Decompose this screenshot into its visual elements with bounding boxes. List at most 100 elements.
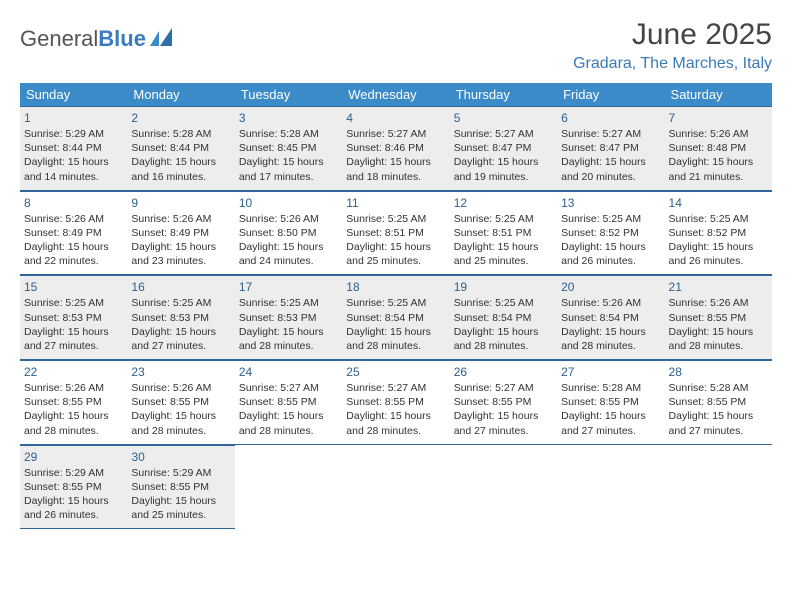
daylight-line: Daylight: 15 hours and 26 minutes.: [669, 240, 768, 268]
dayhead-saturday: Saturday: [665, 83, 772, 106]
sunrise-line: Sunrise: 5:25 AM: [454, 212, 553, 226]
day-number: 7: [669, 111, 768, 125]
daylight-line: Daylight: 15 hours and 14 minutes.: [24, 155, 123, 183]
sunset-line: Sunset: 8:54 PM: [346, 311, 445, 325]
sunset-line: Sunset: 8:53 PM: [131, 311, 230, 325]
sunset-line: Sunset: 8:55 PM: [239, 395, 338, 409]
sunset-line: Sunset: 8:49 PM: [131, 226, 230, 240]
day-cell: 16Sunrise: 5:25 AMSunset: 8:53 PMDayligh…: [127, 275, 234, 360]
day-cell: 28Sunrise: 5:28 AMSunset: 8:55 PMDayligh…: [665, 360, 772, 445]
daylight-line: Daylight: 15 hours and 17 minutes.: [239, 155, 338, 183]
day-number: 25: [346, 365, 445, 379]
day-info: Sunrise: 5:26 AMSunset: 8:55 PMDaylight:…: [24, 381, 123, 438]
sunrise-line: Sunrise: 5:25 AM: [561, 212, 660, 226]
sunrise-line: Sunrise: 5:26 AM: [669, 127, 768, 141]
day-content: 6Sunrise: 5:27 AMSunset: 8:47 PMDaylight…: [557, 106, 664, 191]
day-info: Sunrise: 5:29 AMSunset: 8:55 PMDaylight:…: [24, 466, 123, 523]
day-content: 27Sunrise: 5:28 AMSunset: 8:55 PMDayligh…: [557, 360, 664, 445]
day-number: 12: [454, 196, 553, 210]
day-cell: [557, 445, 664, 530]
sunset-line: Sunset: 8:52 PM: [669, 226, 768, 240]
daylight-line: Daylight: 15 hours and 28 minutes.: [131, 409, 230, 437]
dayhead-tuesday: Tuesday: [235, 83, 342, 106]
day-cell: [235, 445, 342, 530]
daylight-line: Daylight: 15 hours and 28 minutes.: [669, 325, 768, 353]
day-content: 9Sunrise: 5:26 AMSunset: 8:49 PMDaylight…: [127, 191, 234, 276]
empty-cell: [342, 445, 449, 529]
day-info: Sunrise: 5:27 AMSunset: 8:46 PMDaylight:…: [346, 127, 445, 184]
day-content: 26Sunrise: 5:27 AMSunset: 8:55 PMDayligh…: [450, 360, 557, 445]
day-cell: 22Sunrise: 5:26 AMSunset: 8:55 PMDayligh…: [20, 360, 127, 445]
day-content: 22Sunrise: 5:26 AMSunset: 8:55 PMDayligh…: [20, 360, 127, 445]
calendar-body: 1Sunrise: 5:29 AMSunset: 8:44 PMDaylight…: [20, 106, 772, 529]
sunset-line: Sunset: 8:55 PM: [24, 395, 123, 409]
day-cell: 20Sunrise: 5:26 AMSunset: 8:54 PMDayligh…: [557, 275, 664, 360]
daylight-line: Daylight: 15 hours and 28 minutes.: [561, 325, 660, 353]
day-cell: 14Sunrise: 5:25 AMSunset: 8:52 PMDayligh…: [665, 191, 772, 276]
daylight-line: Daylight: 15 hours and 16 minutes.: [131, 155, 230, 183]
calendar-page: GeneralBlue June 2025 Gradara, The March…: [0, 0, 792, 612]
daylight-line: Daylight: 15 hours and 19 minutes.: [454, 155, 553, 183]
day-content: 4Sunrise: 5:27 AMSunset: 8:46 PMDaylight…: [342, 106, 449, 191]
day-number: 17: [239, 280, 338, 294]
day-number: 10: [239, 196, 338, 210]
day-info: Sunrise: 5:25 AMSunset: 8:53 PMDaylight:…: [24, 296, 123, 353]
sunset-line: Sunset: 8:55 PM: [669, 311, 768, 325]
day-content: 25Sunrise: 5:27 AMSunset: 8:55 PMDayligh…: [342, 360, 449, 445]
day-content: 19Sunrise: 5:25 AMSunset: 8:54 PMDayligh…: [450, 275, 557, 360]
sunset-line: Sunset: 8:54 PM: [561, 311, 660, 325]
daylight-line: Daylight: 15 hours and 20 minutes.: [561, 155, 660, 183]
day-cell: [342, 445, 449, 530]
day-info: Sunrise: 5:25 AMSunset: 8:54 PMDaylight:…: [454, 296, 553, 353]
day-content: 21Sunrise: 5:26 AMSunset: 8:55 PMDayligh…: [665, 275, 772, 360]
daylight-line: Daylight: 15 hours and 26 minutes.: [24, 494, 123, 522]
daylight-line: Daylight: 15 hours and 18 minutes.: [346, 155, 445, 183]
day-info: Sunrise: 5:28 AMSunset: 8:45 PMDaylight:…: [239, 127, 338, 184]
daylight-line: Daylight: 15 hours and 27 minutes.: [669, 409, 768, 437]
sunset-line: Sunset: 8:55 PM: [131, 395, 230, 409]
sunrise-line: Sunrise: 5:27 AM: [454, 381, 553, 395]
logo-mark-icon: [150, 26, 176, 52]
sunrise-line: Sunrise: 5:25 AM: [346, 212, 445, 226]
sunrise-line: Sunrise: 5:27 AM: [346, 381, 445, 395]
day-info: Sunrise: 5:27 AMSunset: 8:55 PMDaylight:…: [454, 381, 553, 438]
day-info: Sunrise: 5:25 AMSunset: 8:54 PMDaylight:…: [346, 296, 445, 353]
daylight-line: Daylight: 15 hours and 27 minutes.: [454, 409, 553, 437]
day-content: 14Sunrise: 5:25 AMSunset: 8:52 PMDayligh…: [665, 191, 772, 276]
day-content: 29Sunrise: 5:29 AMSunset: 8:55 PMDayligh…: [20, 445, 127, 530]
sunrise-line: Sunrise: 5:29 AM: [131, 466, 230, 480]
sunrise-line: Sunrise: 5:25 AM: [346, 296, 445, 310]
dayhead-sunday: Sunday: [20, 83, 127, 106]
day-info: Sunrise: 5:25 AMSunset: 8:53 PMDaylight:…: [131, 296, 230, 353]
daylight-line: Daylight: 15 hours and 28 minutes.: [239, 325, 338, 353]
day-cell: 6Sunrise: 5:27 AMSunset: 8:47 PMDaylight…: [557, 106, 664, 191]
sunrise-line: Sunrise: 5:29 AM: [24, 127, 123, 141]
day-cell: 19Sunrise: 5:25 AMSunset: 8:54 PMDayligh…: [450, 275, 557, 360]
sunset-line: Sunset: 8:51 PM: [346, 226, 445, 240]
day-info: Sunrise: 5:26 AMSunset: 8:55 PMDaylight:…: [669, 296, 768, 353]
day-content: 7Sunrise: 5:26 AMSunset: 8:48 PMDaylight…: [665, 106, 772, 191]
calendar-table: Sunday Monday Tuesday Wednesday Thursday…: [20, 83, 772, 529]
page-header: GeneralBlue June 2025 Gradara, The March…: [20, 18, 772, 73]
dayhead-thursday: Thursday: [450, 83, 557, 106]
day-content: 16Sunrise: 5:25 AMSunset: 8:53 PMDayligh…: [127, 275, 234, 360]
day-number: 27: [561, 365, 660, 379]
sunrise-line: Sunrise: 5:28 AM: [561, 381, 660, 395]
day-cell: 15Sunrise: 5:25 AMSunset: 8:53 PMDayligh…: [20, 275, 127, 360]
day-cell: 7Sunrise: 5:26 AMSunset: 8:48 PMDaylight…: [665, 106, 772, 191]
sunrise-line: Sunrise: 5:25 AM: [131, 296, 230, 310]
day-number: 3: [239, 111, 338, 125]
location-label: Gradara, The Marches, Italy: [573, 55, 772, 73]
sunset-line: Sunset: 8:52 PM: [561, 226, 660, 240]
day-info: Sunrise: 5:26 AMSunset: 8:50 PMDaylight:…: [239, 212, 338, 269]
daylight-line: Daylight: 15 hours and 23 minutes.: [131, 240, 230, 268]
sunset-line: Sunset: 8:48 PM: [669, 141, 768, 155]
day-content: 28Sunrise: 5:28 AMSunset: 8:55 PMDayligh…: [665, 360, 772, 445]
sunrise-line: Sunrise: 5:26 AM: [131, 212, 230, 226]
day-cell: 13Sunrise: 5:25 AMSunset: 8:52 PMDayligh…: [557, 191, 664, 276]
day-content: 2Sunrise: 5:28 AMSunset: 8:44 PMDaylight…: [127, 106, 234, 191]
day-content: 1Sunrise: 5:29 AMSunset: 8:44 PMDaylight…: [20, 106, 127, 191]
week-row: 29Sunrise: 5:29 AMSunset: 8:55 PMDayligh…: [20, 445, 772, 530]
day-info: Sunrise: 5:25 AMSunset: 8:52 PMDaylight:…: [669, 212, 768, 269]
sunrise-line: Sunrise: 5:27 AM: [239, 381, 338, 395]
